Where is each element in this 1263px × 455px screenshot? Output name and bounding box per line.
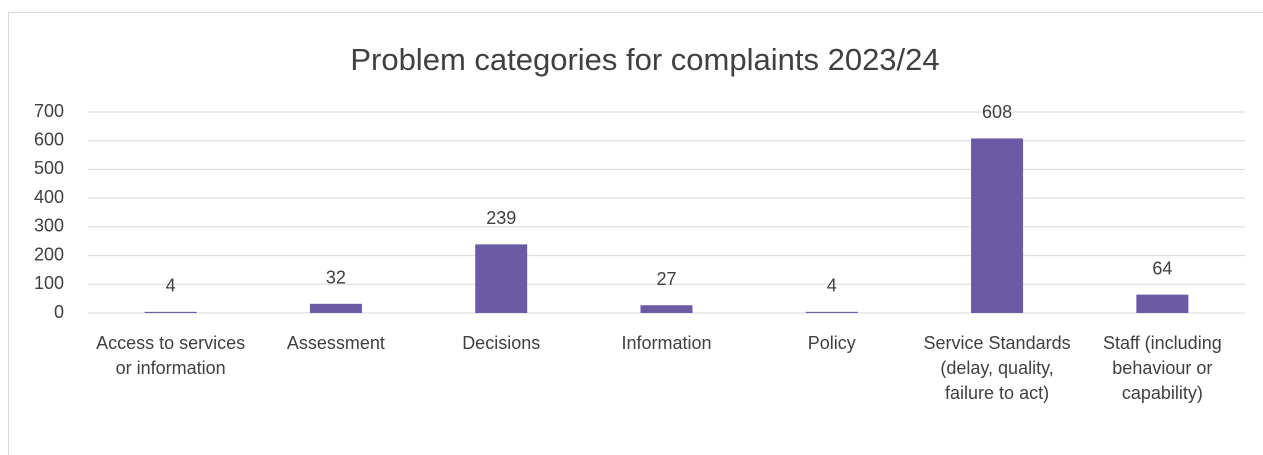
y-tick-label: 0 [54, 302, 64, 322]
x-tick-label: Policy [807, 333, 856, 353]
bar [805, 311, 858, 313]
data-label: 4 [827, 276, 837, 296]
y-tick-label: 600 [34, 129, 64, 149]
x-tick-label: Information [621, 333, 712, 353]
x-tick-label: Access to services or information [96, 333, 246, 378]
y-tick-label: 200 [34, 244, 64, 264]
y-tick-label: 300 [34, 216, 64, 236]
bar [640, 305, 693, 313]
data-label: 32 [326, 268, 346, 288]
x-tick-label: Service Standards (delay, quality, failu… [923, 333, 1071, 403]
x-tick-label: Decisions [462, 333, 541, 353]
data-label: 4 [166, 276, 176, 296]
data-label: 239 [486, 208, 516, 228]
y-tick-label: 400 [34, 187, 64, 207]
bar [144, 311, 197, 313]
bar [475, 244, 528, 313]
x-tick-label: Staff (including behaviour or capability… [1102, 333, 1222, 403]
data-label: 608 [982, 102, 1012, 122]
x-tick-label: Assessment [286, 333, 385, 353]
chart-border [8, 12, 1263, 455]
data-label: 64 [1152, 258, 1172, 278]
chart-title: Problem categories for complaints 2023/2… [350, 42, 939, 77]
bar [309, 303, 362, 313]
y-tick-label: 100 [34, 273, 64, 293]
bar [1136, 294, 1189, 313]
data-label: 27 [656, 269, 676, 289]
y-tick-label: 500 [34, 158, 64, 178]
bar [971, 138, 1024, 313]
y-tick-label: 700 [34, 101, 64, 121]
